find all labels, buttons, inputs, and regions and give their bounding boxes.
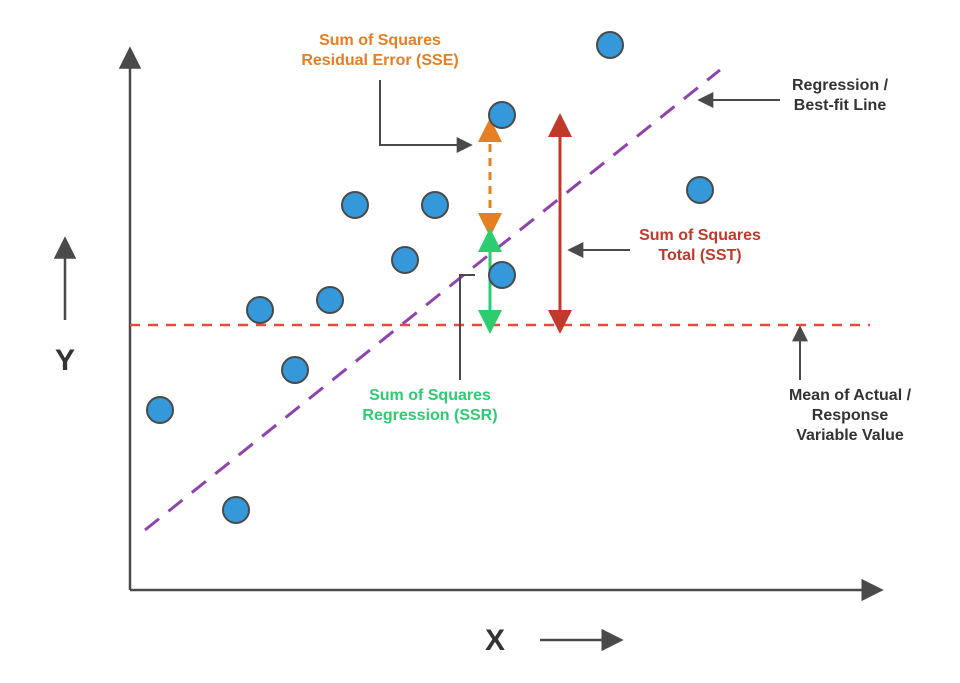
ssr-label-line2: Regression (SSR) (362, 407, 497, 424)
scatter-point (247, 297, 273, 323)
sst-label-line2: Total (SST) (658, 247, 741, 264)
scatter-point (223, 497, 249, 523)
mean-label-line3: Variable Value (796, 427, 904, 444)
mean-label-line2: Response (812, 407, 889, 424)
sse-label-line1: Sum of Squares (319, 32, 441, 49)
y-axis-label: Y (55, 344, 75, 377)
regression-diagram: Sum of Squares Residual Error (SSE) Sum … (0, 0, 960, 683)
scatter-point (597, 32, 623, 58)
scatter-point (392, 247, 418, 273)
scatter-point (422, 192, 448, 218)
x-axis-label: X (485, 624, 505, 657)
scatter-point (147, 397, 173, 423)
scatter-point (282, 357, 308, 383)
sse-leader (380, 80, 470, 145)
mean-label-line1: Mean of Actual / (789, 387, 912, 404)
scatter-points (147, 32, 713, 523)
regression-line (145, 70, 720, 530)
ssr-leader (460, 275, 475, 380)
scatter-point (687, 177, 713, 203)
sst-label-line1: Sum of Squares (639, 227, 761, 244)
ssr-label-line1: Sum of Squares (369, 387, 491, 404)
regression-label-line1: Regression / (792, 77, 889, 94)
scatter-point (317, 287, 343, 313)
scatter-point (489, 262, 515, 288)
regression-label-line2: Best-fit Line (794, 97, 887, 114)
sse-label-line2: Residual Error (SSE) (301, 52, 458, 69)
scatter-point (489, 102, 515, 128)
scatter-point (342, 192, 368, 218)
